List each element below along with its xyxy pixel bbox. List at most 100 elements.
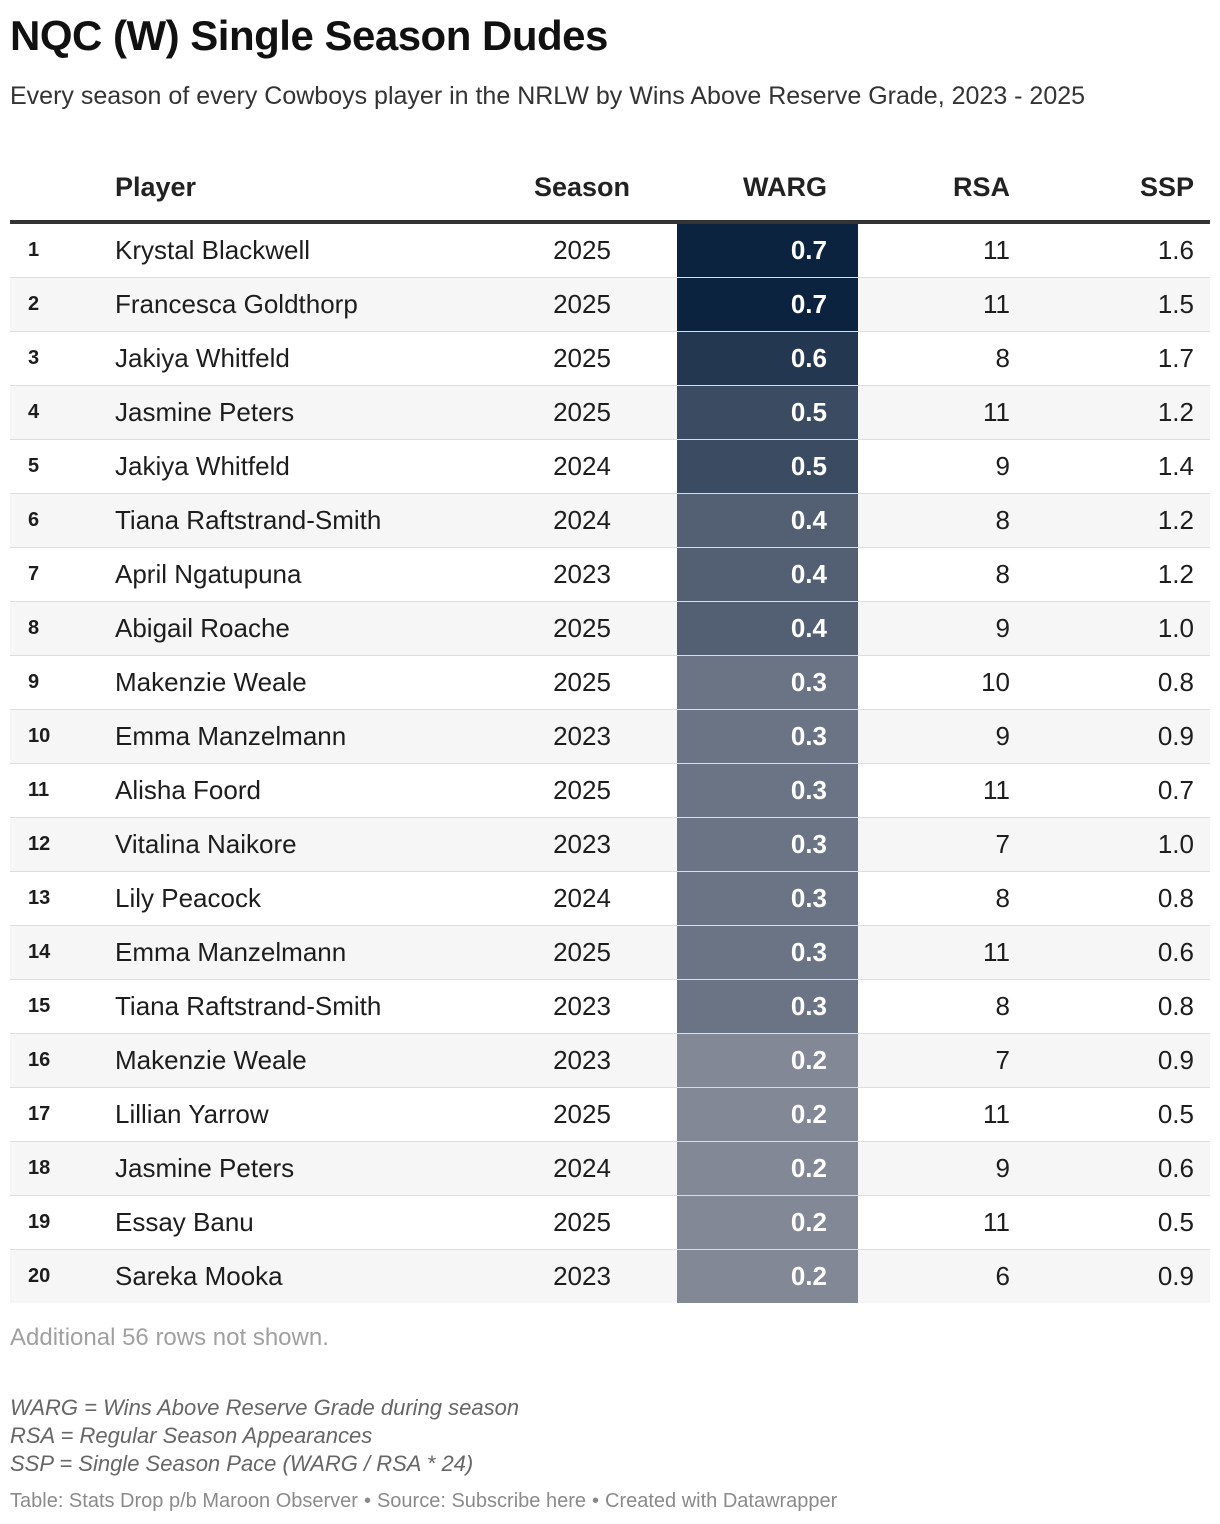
player-cell: Jakiya Whitfeld [115,331,487,386]
table-row: 10 Emma Manzelmann 2023 0.3 9 0.9 [10,709,1210,764]
table-row: 6 Tiana Raftstrand-Smith 2024 0.4 8 1.2 [10,493,1210,548]
data-table: Player Season WARG RSA SSP 1 Krystal Blac… [10,154,1210,1303]
rsa-cell: 9 [858,601,1041,656]
rank-cell: 15 [10,979,115,1034]
rsa-cell: 10 [858,655,1041,710]
rsa-cell: 9 [858,1141,1041,1196]
season-cell: 2024 [487,439,677,494]
rsa-cell: 8 [858,979,1041,1034]
page-title: NQC (W) Single Season Dudes [10,12,608,59]
table-row: 20 Sareka Mooka 2023 0.2 6 0.9 [10,1249,1210,1303]
rank-cell: 16 [10,1033,115,1088]
player-cell: Krystal Blackwell [115,222,487,278]
player-cell: Makenzie Weale [115,655,487,710]
rsa-cell: 11 [858,763,1041,818]
table-row: 18 Jasmine Peters 2024 0.2 9 0.6 [10,1141,1210,1196]
ssp-cell: 0.6 [1041,925,1210,980]
rank-cell: 6 [10,493,115,548]
ssp-cell: 0.5 [1041,1195,1210,1250]
ssp-cell: 0.6 [1041,1141,1210,1196]
rsa-cell: 11 [858,385,1041,440]
header-season[interactable]: Season [487,154,677,224]
rank-cell: 12 [10,817,115,872]
rank-cell: 7 [10,547,115,602]
rsa-cell: 7 [858,1033,1041,1088]
table-row: 3 Jakiya Whitfeld 2025 0.6 8 1.7 [10,331,1210,386]
player-cell: April Ngatupuna [115,547,487,602]
rsa-cell: 8 [858,871,1041,926]
table-row: 16 Makenzie Weale 2023 0.2 7 0.9 [10,1033,1210,1088]
table-row: 7 April Ngatupuna 2023 0.4 8 1.2 [10,547,1210,602]
table-row: 9 Makenzie Weale 2025 0.3 10 0.8 [10,655,1210,710]
warg-cell: 0.4 [677,493,858,548]
player-cell: Jasmine Peters [115,385,487,440]
table-row: 11 Alisha Foord 2025 0.3 11 0.7 [10,763,1210,818]
warg-cell: 0.3 [677,763,858,818]
warg-cell: 0.3 [677,871,858,926]
season-cell: 2023 [487,547,677,602]
table-row: 1 Krystal Blackwell 2025 0.7 11 1.6 [10,222,1210,278]
page-subtitle: Every season of every Cowboys player in … [10,82,1086,110]
table-row: 19 Essay Banu 2025 0.2 11 0.5 [10,1195,1210,1250]
footer-separator: • [591,1490,599,1512]
rank-cell: 1 [10,222,115,278]
rank-cell: 4 [10,385,115,440]
table-row: 12 Vitalina Naikore 2023 0.3 7 1.0 [10,817,1210,872]
season-cell: 2025 [487,601,677,656]
player-cell: Jasmine Peters [115,1141,487,1196]
ssp-cell: 0.7 [1041,763,1210,818]
header-player[interactable]: Player [115,154,487,224]
rank-cell: 20 [10,1249,115,1303]
warg-cell: 0.3 [677,655,858,710]
season-cell: 2024 [487,871,677,926]
warg-cell: 0.3 [677,709,858,764]
footer-separator: • [363,1490,371,1512]
ssp-cell: 1.7 [1041,331,1210,386]
warg-cell: 0.3 [677,817,858,872]
rsa-cell: 8 [858,331,1041,386]
warg-cell: 0.2 [677,1033,858,1088]
rsa-cell: 11 [858,277,1041,332]
legend-ssp: SSP = Single Season Pace (WARG / RSA * 2… [10,1451,474,1476]
table-row: 8 Abigail Roache 2025 0.4 9 1.0 [10,601,1210,656]
warg-cell: 0.7 [677,222,858,278]
rank-cell: 14 [10,925,115,980]
rows-not-shown-note: Additional 56 rows not shown. [10,1324,329,1351]
player-cell: Lily Peacock [115,871,487,926]
warg-cell: 0.7 [677,277,858,332]
header-ssp[interactable]: SSP [1041,154,1210,224]
player-cell: Makenzie Weale [115,1033,487,1088]
warg-cell: 0.2 [677,1087,858,1142]
rank-cell: 9 [10,655,115,710]
header-rsa[interactable]: RSA [858,154,1041,224]
header-rank [10,154,115,224]
table-row: 15 Tiana Raftstrand-Smith 2023 0.3 8 0.8 [10,979,1210,1034]
season-cell: 2025 [487,1195,677,1250]
rsa-cell: 11 [858,925,1041,980]
ssp-cell: 1.2 [1041,547,1210,602]
season-cell: 2024 [487,1141,677,1196]
ssp-cell: 0.8 [1041,655,1210,710]
warg-cell: 0.4 [677,601,858,656]
rank-cell: 8 [10,601,115,656]
abbreviation-legend: WARG = Wins Above Reserve Grade during s… [10,1394,519,1478]
ssp-cell: 1.4 [1041,439,1210,494]
ssp-cell: 1.0 [1041,817,1210,872]
rank-cell: 18 [10,1141,115,1196]
table-body: 1 Krystal Blackwell 2025 0.7 11 1.6 2 Francesca… [10,222,1210,1303]
rsa-cell: 11 [858,1087,1041,1142]
footer-source-link[interactable]: Source: Subscribe here [376,1490,586,1512]
table-row: 14 Emma Manzelmann 2025 0.3 11 0.6 [10,925,1210,980]
player-cell: Jakiya Whitfeld [115,439,487,494]
header-warg[interactable]: WARG [677,154,858,224]
warg-cell: 0.2 [677,1195,858,1250]
season-cell: 2023 [487,979,677,1034]
rsa-cell: 11 [858,1195,1041,1250]
player-cell: Vitalina Naikore [115,817,487,872]
rank-cell: 11 [10,763,115,818]
ssp-cell: 1.2 [1041,493,1210,548]
season-cell: 2025 [487,331,677,386]
table-row: 2 Francesca Goldthorp 2025 0.7 11 1.5 [10,277,1210,332]
footer-datawrapper-link[interactable]: Created with Datawrapper [605,1490,838,1512]
season-cell: 2025 [487,1087,677,1142]
